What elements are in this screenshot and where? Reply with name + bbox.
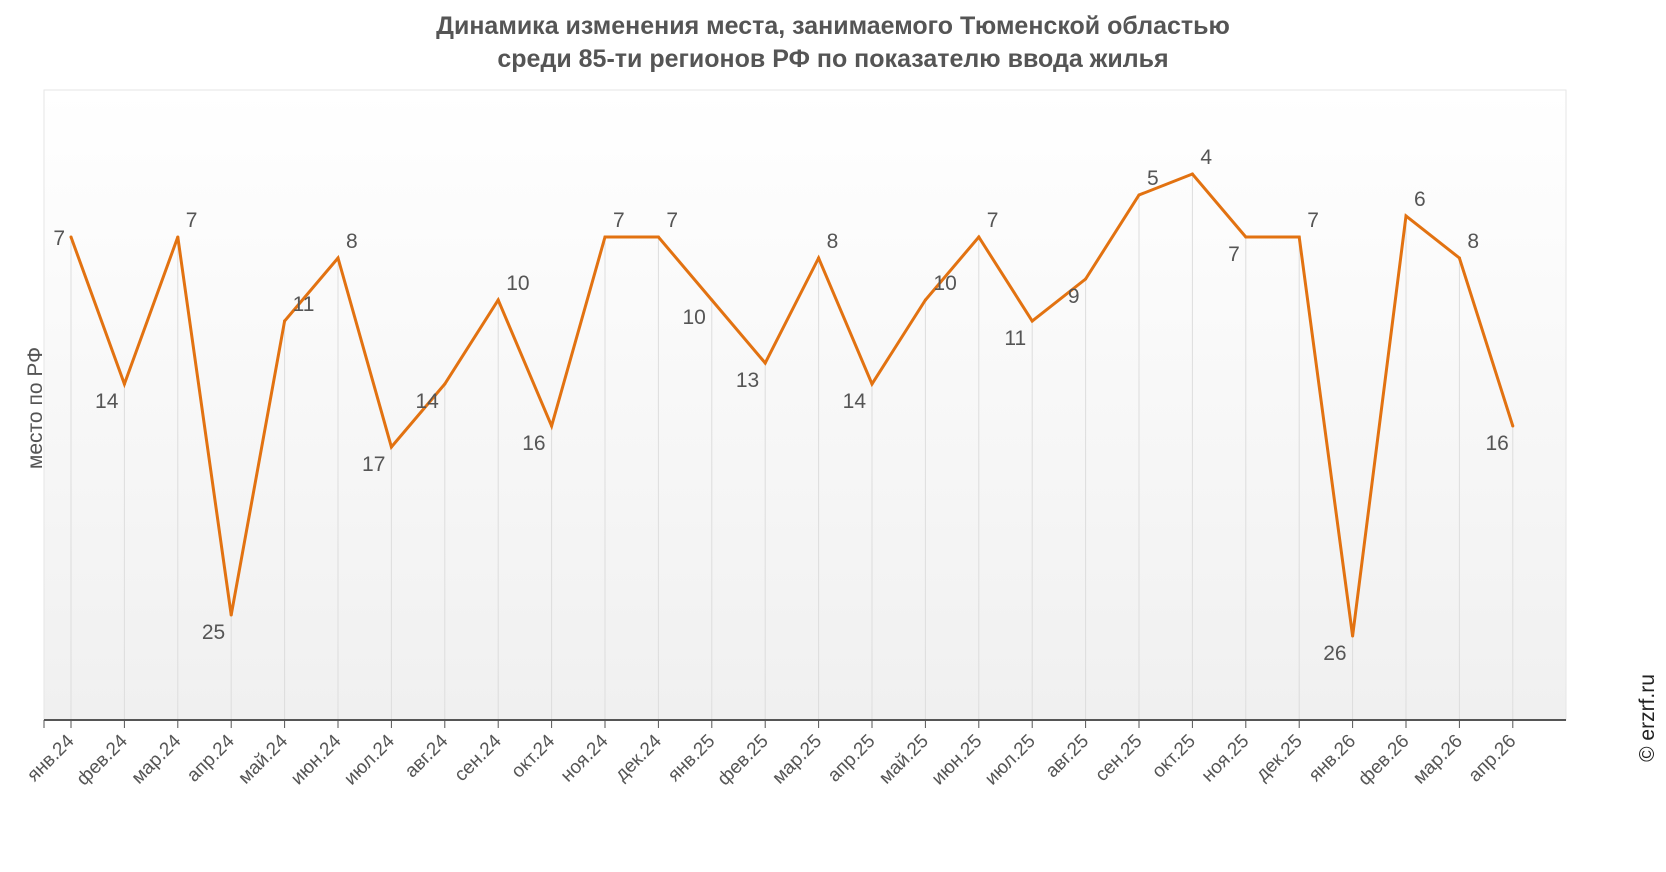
x-tick-label-14: мар.25	[768, 731, 826, 789]
data-label-23: 7	[1307, 209, 1319, 232]
data-label-13: 13	[736, 369, 759, 392]
data-label-20: 5	[1147, 167, 1159, 190]
data-point-27	[1511, 424, 1515, 428]
data-label-26: 8	[1467, 230, 1479, 253]
data-label-11: 7	[666, 209, 678, 232]
data-label-0: 7	[53, 227, 65, 250]
x-tick-label-17: июн.25	[928, 731, 987, 790]
data-label-5: 8	[346, 230, 358, 253]
data-label-22: 7	[1228, 243, 1240, 266]
data-label-8: 10	[506, 272, 529, 295]
data-point-24	[1351, 634, 1355, 638]
x-tick-label-0: янв.24	[23, 730, 79, 786]
x-tick-label-18: июл.25	[981, 731, 1040, 790]
data-label-6: 17	[362, 453, 385, 476]
x-tick-label-1: фев.24	[73, 730, 132, 789]
data-point-1	[122, 382, 126, 386]
data-point-3	[229, 613, 233, 617]
data-point-26	[1457, 256, 1461, 260]
x-tick-label-15: апр.25	[824, 731, 880, 787]
data-label-16: 10	[933, 272, 956, 295]
x-tick-label-21: окт.25	[1148, 731, 1200, 783]
x-tick-label-25: фев.26	[1354, 731, 1413, 790]
data-label-10: 7	[613, 209, 625, 232]
data-label-4: 11	[293, 293, 315, 316]
chart-title-line1: Динамика изменения места, занимаемого Тю…	[436, 12, 1230, 40]
x-tick-label-10: ноя.24	[557, 730, 613, 786]
data-point-17	[977, 235, 981, 239]
data-label-21: 4	[1200, 146, 1212, 169]
x-tick-label-9: окт.24	[507, 730, 559, 782]
data-label-15: 14	[843, 390, 867, 413]
data-point-13	[763, 361, 767, 365]
x-tick-label-16: май.25	[875, 731, 933, 789]
x-tick-label-3: апр.24	[183, 730, 239, 786]
data-label-2: 7	[186, 209, 198, 232]
chart-title-line2: среди 85-ти регионов РФ по показателю вв…	[497, 45, 1169, 73]
data-label-9: 16	[522, 432, 545, 455]
data-point-15	[870, 382, 874, 386]
data-label-19: 9	[1068, 285, 1080, 308]
x-tick-label-26: мар.26	[1409, 731, 1467, 789]
data-label-7: 14	[415, 390, 439, 413]
x-tick-label-6: июл.24	[340, 730, 399, 789]
data-point-5	[336, 256, 340, 260]
data-point-11	[656, 235, 660, 239]
x-tick-label-2: мар.24	[128, 730, 186, 788]
credit-text: © erzrf.ru	[1636, 674, 1659, 762]
x-tick-label-11: дек.24	[611, 730, 666, 785]
x-tick-label-12: янв.25	[664, 731, 719, 786]
data-label-25: 6	[1414, 188, 1426, 211]
data-label-3: 25	[202, 621, 225, 644]
series-line	[69, 172, 1515, 637]
data-point-21	[1190, 172, 1194, 176]
x-tick-label-7: авг.24	[401, 730, 453, 782]
data-point-8	[496, 298, 500, 302]
data-label-17: 7	[987, 209, 999, 232]
data-point-16	[923, 298, 927, 302]
data-label-24: 26	[1323, 642, 1346, 665]
data-point-20	[1137, 193, 1141, 197]
data-point-22	[1244, 235, 1248, 239]
data-label-1: 14	[95, 390, 119, 413]
x-tick-label-22: ноя.25	[1198, 731, 1254, 787]
data-label-14: 8	[827, 230, 839, 253]
data-point-12	[710, 298, 714, 302]
data-point-10	[603, 235, 607, 239]
x-tick-label-19: авг.25	[1042, 731, 1093, 782]
data-label-27: 16	[1485, 432, 1508, 455]
data-label-18: 11	[1004, 327, 1026, 350]
x-tick-label-23: дек.25	[1252, 731, 1307, 786]
x-tick-label-20: сен.25	[1091, 731, 1146, 786]
x-tick-label-8: сен.24	[451, 730, 506, 785]
x-tick-label-24: янв.26	[1305, 731, 1360, 786]
plot-area	[43, 89, 1567, 721]
data-point-19	[1084, 277, 1088, 281]
data-label-12: 10	[682, 306, 705, 329]
data-point-14	[817, 256, 821, 260]
data-point-23	[1297, 235, 1301, 239]
x-tick-label-27: апр.26	[1465, 731, 1521, 787]
data-point-6	[389, 445, 393, 449]
data-point-18	[1030, 319, 1034, 323]
x-tick-label-5: июн.24	[287, 730, 346, 789]
x-tick-label-13: фев.25	[714, 731, 773, 790]
data-point-9	[550, 424, 554, 428]
data-point-25	[1404, 214, 1408, 218]
data-point-2	[176, 235, 180, 239]
data-point-4	[283, 319, 287, 323]
data-point-0	[69, 235, 73, 239]
x-tick-label-4: май.24	[234, 730, 292, 788]
data-point-7	[443, 382, 447, 386]
